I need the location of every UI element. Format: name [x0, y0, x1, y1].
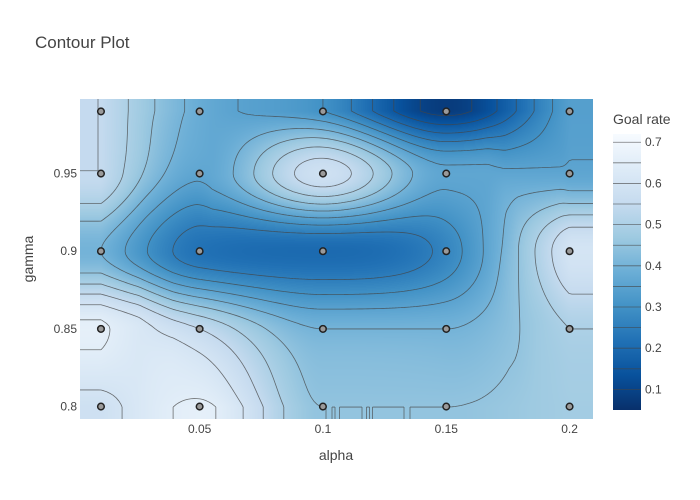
data-point	[96, 324, 106, 333]
data-point	[195, 324, 204, 333]
data-point	[318, 169, 327, 178]
heatmap-layer	[80, 99, 593, 419]
chart-title: Contour Plot	[35, 33, 130, 52]
data-point	[442, 324, 451, 333]
contour-line-1	[393, 99, 498, 126]
data-point	[96, 107, 106, 116]
data-point	[96, 402, 106, 411]
colorbar-tick-label: 0.1	[645, 382, 662, 396]
colorbar: Goal rate 0.1 0.2 0.3 0.4 0.5 0.6 0.7	[613, 111, 671, 410]
contour-line-8	[80, 99, 593, 419]
data-point	[195, 402, 204, 411]
data-points-layer	[96, 107, 574, 411]
data-point	[195, 247, 204, 256]
colorbar-tick-label: 0.4	[645, 259, 662, 273]
data-point	[565, 402, 574, 411]
x-tick-label: 0.05	[188, 422, 212, 436]
x-tick-label: 0.2	[561, 422, 578, 436]
contour-line-0	[419, 99, 473, 116]
contour-line-2	[372, 99, 517, 134]
y-axis-title: gamma	[20, 235, 36, 282]
data-point	[565, 107, 574, 116]
colorbar-tick-label: 0.2	[645, 341, 662, 355]
colorbar-tick-label: 0.5	[645, 218, 662, 232]
colorbar-scale	[613, 134, 641, 410]
data-point	[195, 169, 204, 178]
data-point	[565, 169, 574, 178]
data-point	[442, 107, 451, 116]
data-point	[318, 107, 327, 116]
y-tick-label: 0.95	[54, 167, 78, 181]
contour-line-3	[172, 99, 535, 280]
colorbar-tick-label: 0.3	[645, 300, 662, 314]
data-point	[565, 247, 574, 256]
contour-lines-layer	[80, 99, 593, 419]
contour-line-11	[80, 319, 217, 419]
data-point	[442, 402, 451, 411]
axes-layer: alpha gamma 0.05 0.1 0.15 0.2 0.8 0.85 0.9 0.95	[20, 167, 578, 463]
contour-line-4	[146, 99, 554, 295]
contour-line-6	[98, 99, 593, 330]
colorbar-tick-label: 0.6	[645, 176, 662, 190]
y-tick-label: 0.8	[60, 400, 77, 414]
data-point	[318, 324, 327, 333]
contour-line-5	[124, 99, 593, 310]
data-point	[442, 169, 451, 178]
contour-line-9	[80, 99, 593, 419]
contour-line-10	[80, 304, 244, 419]
data-point	[96, 247, 106, 256]
data-point	[318, 247, 327, 256]
x-tick-label: 0.1	[315, 422, 332, 436]
y-tick-label: 0.85	[54, 322, 78, 336]
heatmap-fill	[80, 99, 593, 419]
data-point	[96, 169, 106, 178]
data-point	[318, 402, 327, 411]
data-point	[195, 107, 204, 116]
contour-line-7	[80, 99, 593, 419]
x-tick-label: 0.15	[435, 422, 459, 436]
y-tick-label: 0.9	[60, 244, 77, 258]
x-axis-title: alpha	[319, 447, 353, 463]
data-point	[442, 247, 451, 256]
colorbar-title: Goal rate	[613, 111, 671, 127]
colorbar-tick-label: 0.7	[645, 135, 662, 149]
data-point	[565, 324, 574, 333]
